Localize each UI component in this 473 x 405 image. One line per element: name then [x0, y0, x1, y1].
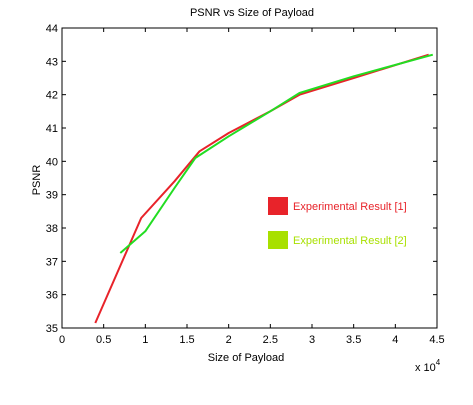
y-tick-label: 43 [46, 56, 58, 68]
x-tick-label: 1.5 [179, 334, 194, 346]
x-tick-label: 3.5 [346, 334, 361, 346]
legend-swatch-1 [268, 197, 288, 215]
x-tick-label: 3 [309, 334, 315, 346]
series-line-2 [119, 53, 434, 254]
y-tick-label: 42 [46, 90, 58, 102]
y-axis-label: PSNR [31, 165, 43, 196]
legend-swatch-2 [268, 231, 288, 249]
x-tick-label: 4 [392, 334, 398, 346]
chart-title: PSNR vs Size of Payload [190, 7, 314, 19]
legend-label-2: Experimental Result [2] [293, 235, 407, 247]
legend-label-1: Experimental Result [1] [293, 201, 407, 213]
x-multiplier-label: x 104 [415, 358, 441, 374]
x-tick-labels: 0 0.5 1 1.5 2 2.5 3 3.5 4 4.5 [59, 334, 445, 346]
y-tick-label: 40 [46, 156, 58, 168]
x-tick-label: 0.5 [96, 334, 111, 346]
series-lines [94, 53, 434, 324]
x-tick-label: 2 [226, 334, 232, 346]
y-tick-labels: 35 36 37 38 39 40 41 42 43 44 [46, 23, 58, 335]
x-tick-label: 1 [142, 334, 148, 346]
series-line-1 [94, 53, 429, 324]
plot-frame [61, 27, 438, 329]
x-tick-label: 0 [59, 334, 65, 346]
x-tick-label: 2.5 [263, 334, 278, 346]
y-tick-label: 35 [46, 323, 58, 335]
x-tick-label: 4.5 [429, 334, 444, 346]
y-tick-label: 38 [46, 223, 58, 235]
axis-ticks [61, 27, 438, 329]
y-tick-label: 44 [46, 23, 58, 35]
y-tick-label: 37 [46, 256, 58, 268]
y-tick-label: 39 [46, 190, 58, 202]
legend: Experimental Result [1] Experimental Resu… [268, 197, 407, 249]
y-tick-label: 41 [46, 123, 58, 135]
x-axis-label: Size of Payload [208, 352, 284, 364]
y-tick-label: 36 [46, 290, 58, 302]
